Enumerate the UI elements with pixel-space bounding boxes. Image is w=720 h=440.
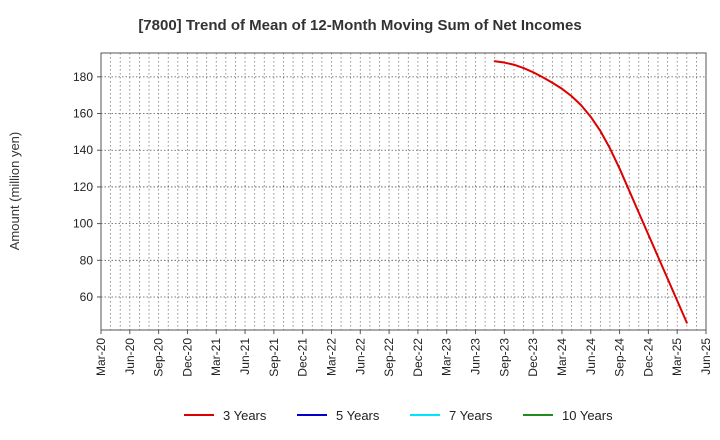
x-tick-label: Mar-22 [324, 338, 338, 376]
legend-label-5-years: 5 Years [336, 408, 380, 423]
x-tick-label: Sep-22 [382, 338, 396, 377]
legend-label-7-years: 7 Years [449, 408, 493, 423]
x-tick-label: Dec-21 [296, 338, 310, 377]
y-tick-label: 80 [80, 253, 94, 267]
x-tick-label: Dec-23 [526, 338, 540, 377]
x-axis-ticks: Mar-20 Jun-20 Sep-20 Dec-20 Mar-21 Jun-21 Sep-… [94, 330, 713, 377]
x-tick-label: Dec-22 [411, 338, 425, 377]
x-tick-label: Mar-23 [440, 338, 454, 376]
y-tick-label: 140 [73, 143, 93, 157]
legend: 3 Years 5 Years 7 Years 10 Years [184, 408, 613, 423]
x-tick-label: Mar-21 [209, 338, 223, 376]
chart-title: [7800] Trend of Mean of 12-Month Moving … [138, 17, 581, 34]
x-tick-label: Sep-21 [267, 338, 281, 377]
x-tick-label: Mar-20 [94, 338, 108, 376]
grid [101, 53, 706, 330]
y-axis-ticks: 60 80 100 120 140 160 180 [73, 70, 101, 304]
y-axis-label: Amount (million yen) [7, 132, 22, 251]
x-tick-label: Dec-20 [180, 338, 194, 377]
x-tick-label: Jun-24 [584, 338, 598, 375]
x-tick-label: Jun-25 [699, 338, 713, 375]
series-line-3-years [493, 60, 688, 324]
y-tick-label: 160 [73, 107, 93, 121]
x-tick-label: Dec-24 [641, 338, 655, 377]
x-tick-label: Sep-20 [152, 338, 166, 377]
legend-label-3-years: 3 Years [223, 408, 267, 423]
y-tick-label: 120 [73, 180, 93, 194]
y-tick-label: 100 [73, 217, 93, 231]
x-tick-label: Jun-23 [469, 338, 483, 375]
x-tick-label: Mar-25 [670, 338, 684, 376]
x-tick-label: Sep-23 [497, 338, 511, 377]
y-tick-label: 60 [80, 290, 94, 304]
x-tick-label: Sep-24 [613, 338, 627, 377]
series-lines [493, 60, 688, 324]
x-tick-label: Jun-21 [238, 338, 252, 375]
legend-label-10-years: 10 Years [562, 408, 613, 423]
x-tick-label: Jun-22 [353, 338, 367, 375]
plot-frame [100, 52, 707, 331]
x-tick-label: Mar-24 [555, 338, 569, 376]
x-tick-label: Jun-20 [123, 338, 137, 375]
y-tick-label: 180 [73, 70, 93, 84]
